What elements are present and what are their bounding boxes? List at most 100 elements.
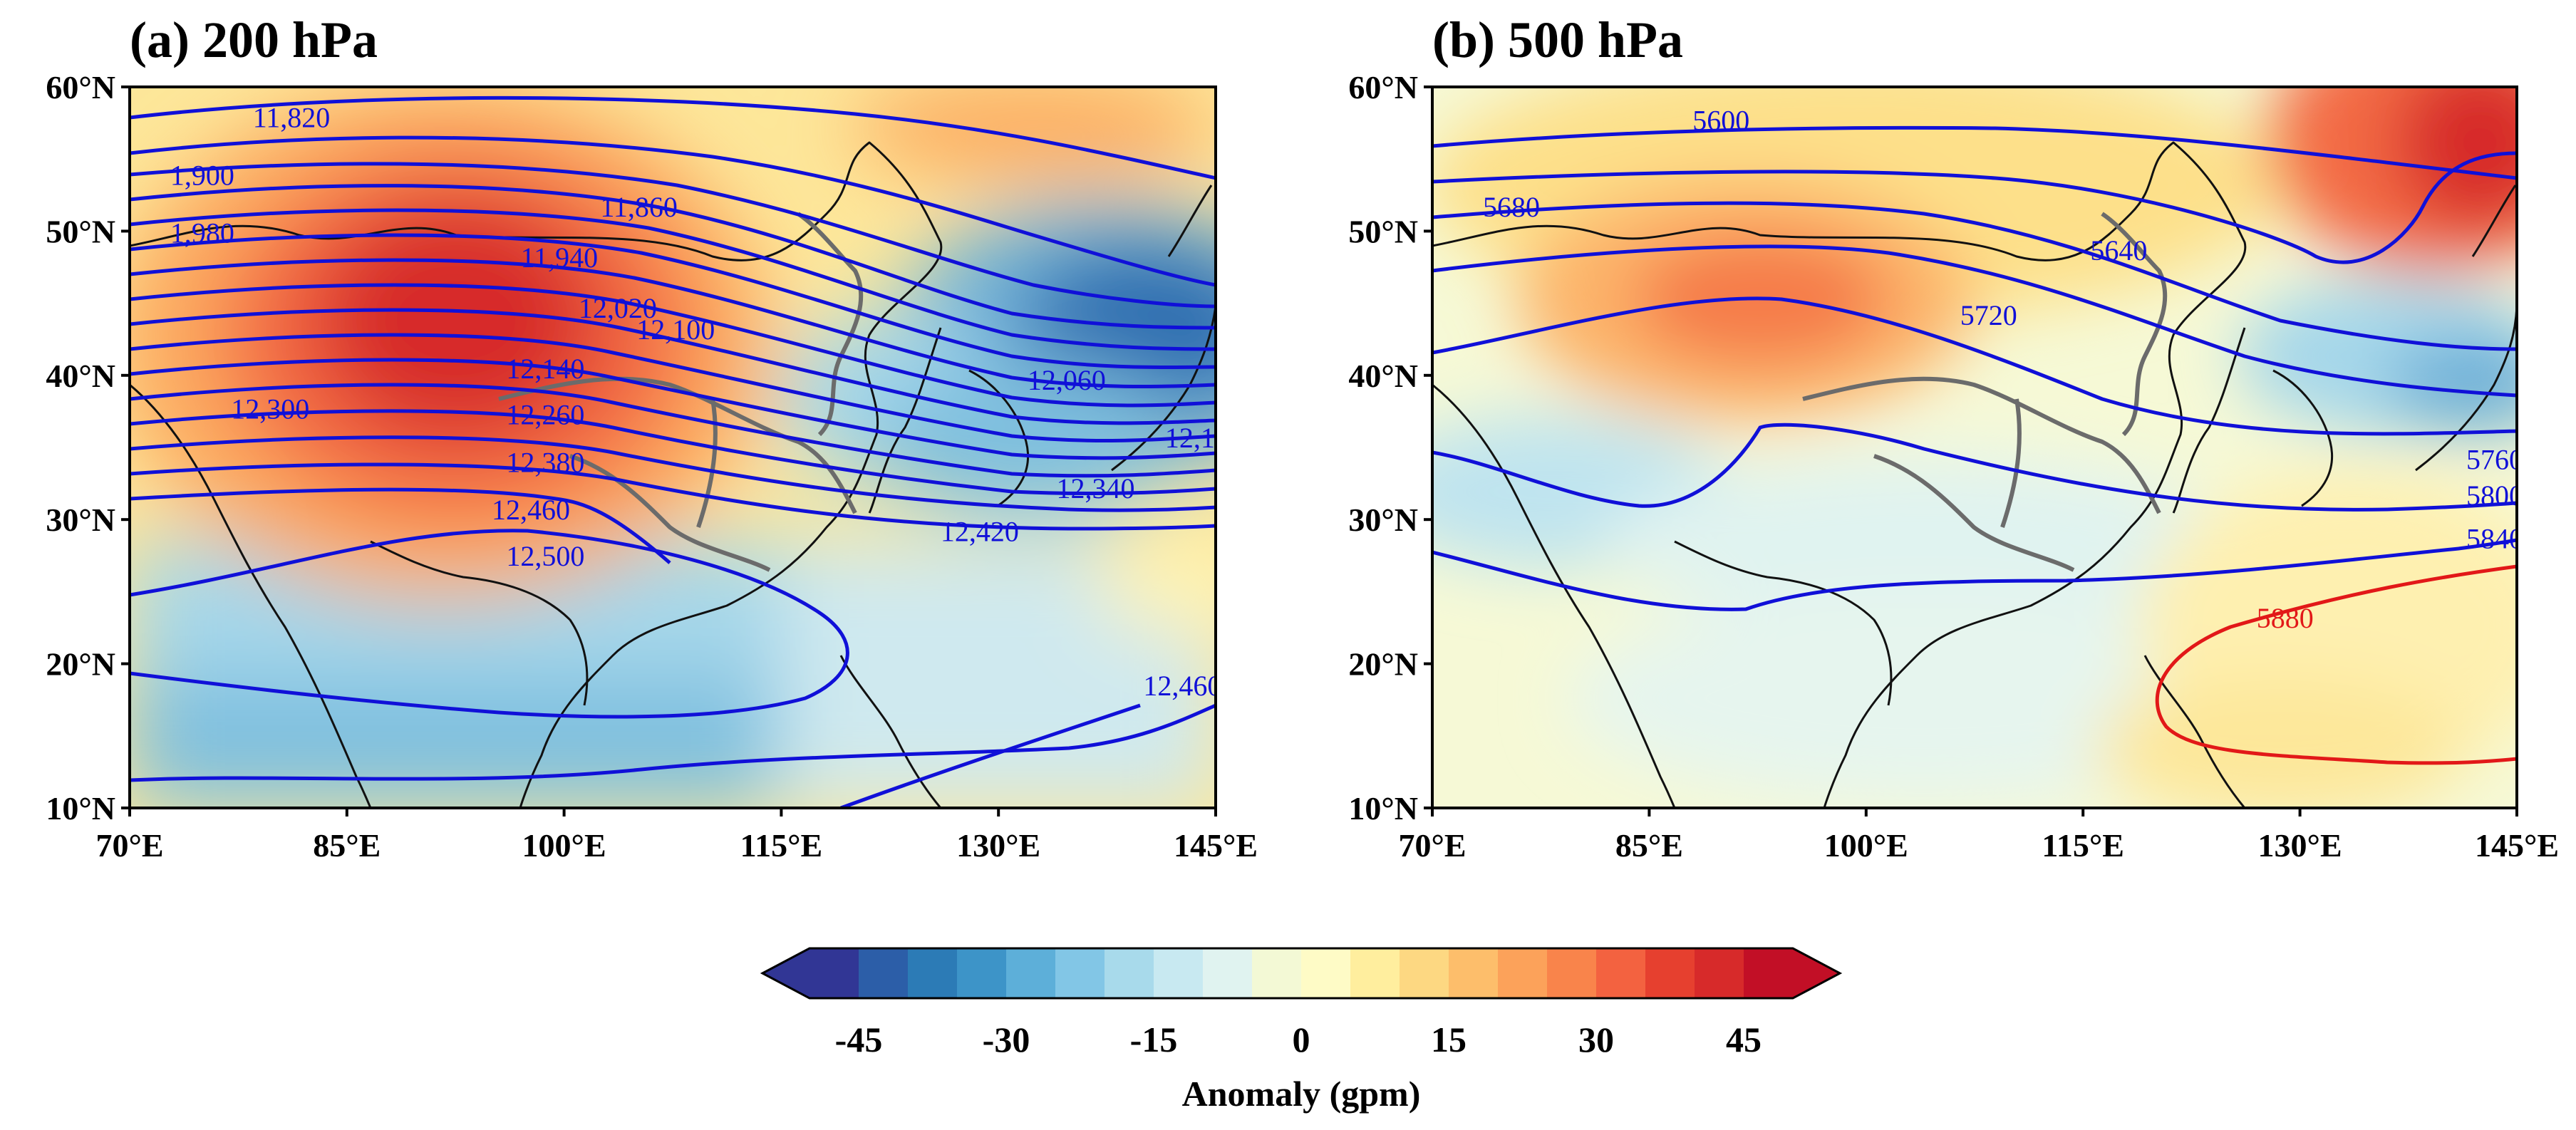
- contour-label: 1,980: [170, 217, 234, 249]
- y-tick-label: 10°N: [46, 790, 115, 826]
- contour-label: 12,020: [579, 292, 657, 324]
- contour-label: 11,860: [600, 191, 678, 223]
- contour-label: 12,380: [506, 446, 584, 478]
- contour-labels-b: 5600 5680 5640 5720 5760 5800 5840 5880: [1483, 105, 2523, 634]
- panel-b-title: (b) 500 hPa: [1432, 11, 1683, 68]
- contour-label: 5880: [2257, 602, 2314, 634]
- colorbar-tick-label: 0: [1293, 1020, 1310, 1059]
- contour-label: 5680: [1483, 191, 1540, 223]
- contour-line: [1432, 201, 2517, 351]
- anomaly-field-a: [130, 87, 1216, 808]
- contour-line: [1432, 151, 2517, 264]
- contour-line: [130, 333, 1216, 442]
- colorbar-cell: [1744, 948, 1794, 998]
- contour-line: [130, 383, 1216, 478]
- colorbar-max-arrow: [1793, 948, 1840, 998]
- colorbar-cell: [1498, 948, 1548, 998]
- contour-line: [130, 162, 1216, 309]
- x-tick-label: 100°E: [1824, 827, 1908, 864]
- x-tick-label: 115°E: [740, 827, 823, 864]
- contour-label: 5640: [2090, 234, 2147, 266]
- contour-label: 1,900: [170, 160, 234, 192]
- contour-line: [130, 95, 1216, 180]
- y-tick-label: 10°N: [1348, 790, 1418, 826]
- colorbar-cell: [1301, 948, 1351, 998]
- colorbar-cell: [1350, 948, 1400, 998]
- contour-line: [130, 529, 849, 719]
- x-tick-label: 130°E: [2258, 827, 2342, 864]
- y-tick-label: 20°N: [46, 646, 115, 683]
- colorbar-tick-label: -30: [983, 1020, 1030, 1059]
- contour-line: [130, 487, 671, 564]
- x-tick-label: 115°E: [2042, 827, 2124, 864]
- panel-b-frame: [1431, 85, 2518, 809]
- colorbar-label: Anomaly (gpm): [1182, 1074, 1421, 1114]
- contour-line: [130, 208, 1216, 351]
- panel-b-yticks: 10°N 20°N 30°N 40°N 50°N 60°N: [1348, 69, 1432, 826]
- x-tick-label: 70°E: [1398, 827, 1466, 864]
- colorbar-cell: [1400, 948, 1449, 998]
- coastlines-b: [1432, 141, 2517, 808]
- contour-line: [130, 283, 1216, 408]
- contour-line: [130, 135, 1216, 287]
- x-tick-label: 100°E: [522, 827, 606, 864]
- contour-line: [840, 703, 1141, 808]
- contour-line: [130, 308, 1216, 425]
- contour-label: 12,140: [506, 353, 584, 385]
- contour-line: [130, 703, 1216, 782]
- contour-line: [1432, 244, 2517, 398]
- contour-label: 12,060: [1028, 364, 1106, 396]
- contour-label: 5840: [2466, 523, 2523, 555]
- colorbar-cell: [1154, 948, 1204, 998]
- colorbar-cell: [1252, 948, 1302, 998]
- panel-a-xticks: 70°E 85°E 100°E 115°E 130°E 145°E: [95, 808, 1258, 864]
- colorbar-ticks: -45 -30 -15 0 15 30 45: [835, 1020, 1762, 1059]
- x-tick-label: 145°E: [2475, 827, 2559, 864]
- contour-line: [130, 233, 1216, 370]
- colorbar-cell: [1547, 948, 1597, 998]
- colorbar-cell: [908, 948, 958, 998]
- x-tick-label: 130°E: [956, 827, 1040, 864]
- y-tick-label: 30°N: [1348, 502, 1418, 538]
- province-borders-b: [1802, 212, 2168, 572]
- contour-label: 12,500: [506, 540, 584, 572]
- colorbar-cell: [1105, 948, 1154, 998]
- colorbar-min-arrow: [762, 948, 809, 998]
- colorbar-cell: [1449, 948, 1499, 998]
- contour-line: [1432, 423, 2517, 512]
- y-tick-label: 60°N: [46, 69, 115, 105]
- contour-line: [130, 435, 1216, 512]
- x-tick-label: 145°E: [1174, 827, 1258, 864]
- x-tick-label: 70°E: [95, 827, 163, 864]
- contour-line: [130, 409, 1216, 496]
- y-tick-label: 60°N: [1348, 69, 1418, 105]
- colorbar-cell: [957, 948, 1007, 998]
- contour-line: [130, 462, 1216, 531]
- colorbar-tick-label: 15: [1431, 1020, 1467, 1059]
- anomaly-field-b: [1432, 87, 2517, 808]
- contour-label: 12,460: [1143, 670, 1221, 702]
- x-tick-label: 85°E: [313, 827, 381, 864]
- contour-line: [1432, 538, 2517, 611]
- colorbar-cell: [859, 948, 909, 998]
- colorbar-cell: [1203, 948, 1253, 998]
- contour-line: [1432, 296, 2517, 436]
- height-contours-b: [1432, 125, 2517, 765]
- contour-label: 11,820: [253, 102, 331, 134]
- panel-a-yticks: 10°N 20°N 30°N 40°N 50°N 60°N: [46, 69, 130, 826]
- colorbar-cell: [809, 948, 859, 998]
- contour-label: 12,180: [1165, 422, 1243, 454]
- colorbar-tick-label: 30: [1578, 1020, 1614, 1059]
- colorbar-cell: [1055, 948, 1105, 998]
- contour-line: [130, 184, 1216, 330]
- contour-label: 12,100: [636, 313, 715, 346]
- contour-label: 12,340: [1056, 472, 1134, 504]
- colorbar-tick-label: 45: [1726, 1020, 1762, 1059]
- contour-label: 5800: [2466, 480, 2523, 512]
- panel-b-map: 5600 5680 5640 5720 5760 5800 5840 5880: [1432, 87, 2523, 808]
- contour-label: 12,260: [506, 399, 584, 431]
- x-tick-label: 85°E: [1615, 827, 1683, 864]
